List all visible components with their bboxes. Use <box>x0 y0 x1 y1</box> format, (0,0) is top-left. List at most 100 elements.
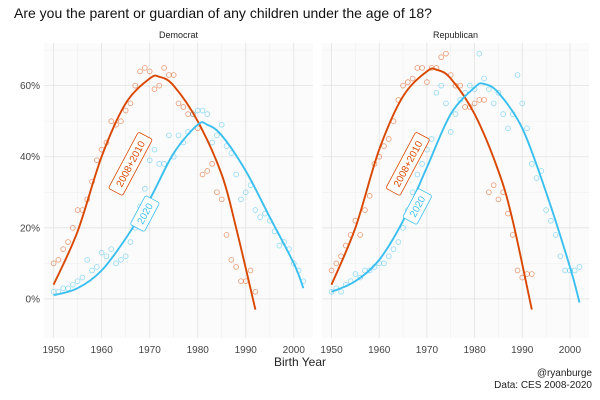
label-box <box>130 195 160 232</box>
y-tick-label: 40% <box>20 152 40 163</box>
data-point <box>156 82 163 89</box>
data-point <box>362 207 368 213</box>
data-point <box>146 157 153 164</box>
data-point <box>452 111 459 117</box>
data-point <box>481 75 487 82</box>
label-box <box>402 188 432 225</box>
data-point <box>214 132 220 139</box>
data-point <box>132 82 139 89</box>
data-point <box>166 132 172 139</box>
data-point <box>424 79 430 85</box>
data-point <box>151 146 158 153</box>
data-point <box>233 264 239 270</box>
data-point <box>127 100 134 107</box>
data-point <box>486 86 492 93</box>
data-point <box>390 246 397 252</box>
data-point <box>204 111 211 117</box>
data-point <box>233 171 239 178</box>
data-point <box>127 239 134 245</box>
data-point <box>400 82 406 89</box>
data-source: Data: CES 2008-2020 <box>494 380 592 391</box>
data-point <box>108 118 115 124</box>
data-point <box>50 260 57 267</box>
data-point <box>576 264 583 270</box>
data-point <box>170 72 177 78</box>
data-point <box>94 157 100 164</box>
x-tick-label: 1960 <box>368 345 391 356</box>
data-point <box>118 118 124 124</box>
data-point <box>505 125 511 132</box>
data-point <box>438 54 444 61</box>
data-point <box>548 217 554 224</box>
data-point <box>490 100 497 107</box>
x-tick-label: 1980 <box>187 345 210 356</box>
data-point <box>247 267 254 274</box>
data-point <box>252 207 259 213</box>
smooth-line <box>331 82 581 303</box>
data-point <box>443 100 449 107</box>
x-tick-label: 1970 <box>416 345 439 356</box>
data-point <box>481 97 487 103</box>
data-point <box>142 65 148 71</box>
data-point <box>443 50 449 57</box>
facet-label: Democrat <box>159 30 199 40</box>
data-point <box>175 100 182 107</box>
data-point <box>571 267 578 274</box>
smooth-line <box>53 121 305 297</box>
series-2008-2010 <box>50 65 259 295</box>
panel-background <box>322 43 589 338</box>
data-point <box>142 185 148 192</box>
x-tick-label: 1990 <box>511 345 534 356</box>
x-tick-label: 1950 <box>320 345 343 356</box>
data-point <box>70 225 76 231</box>
label-box <box>108 132 153 196</box>
data-point <box>366 267 373 274</box>
data-point <box>357 274 363 281</box>
data-point <box>204 168 211 174</box>
data-point <box>209 161 215 167</box>
data-point <box>447 129 454 135</box>
data-point <box>467 82 473 89</box>
data-point <box>89 267 95 274</box>
data-point <box>146 68 153 75</box>
panel-background <box>44 43 313 338</box>
data-point <box>433 89 440 96</box>
data-point <box>113 260 119 267</box>
data-point <box>103 253 110 260</box>
data-point <box>352 271 359 277</box>
data-point <box>514 72 521 78</box>
data-point <box>552 232 559 238</box>
data-point <box>290 260 297 267</box>
data-point <box>395 239 402 245</box>
data-point <box>276 242 283 249</box>
smooth-line <box>52 74 257 310</box>
data-point <box>70 281 76 288</box>
data-point <box>218 196 225 203</box>
y-tick-label: 60% <box>20 81 40 92</box>
data-point <box>180 104 187 110</box>
data-point <box>419 161 425 167</box>
data-point <box>490 182 497 188</box>
data-point <box>438 82 444 89</box>
data-point <box>543 207 549 213</box>
data-point <box>500 111 506 117</box>
data-point <box>118 257 124 263</box>
data-point <box>151 86 158 93</box>
data-point <box>79 274 86 281</box>
data-point <box>238 196 244 203</box>
data-point <box>333 260 340 267</box>
data-point <box>524 125 530 132</box>
label-box <box>386 132 430 196</box>
data-point <box>242 189 249 196</box>
data-point <box>209 139 215 146</box>
data-point <box>419 65 425 71</box>
data-point <box>161 161 167 167</box>
data-point <box>94 264 100 270</box>
data-point <box>84 257 91 263</box>
x-axis-label: Birth Year <box>273 355 327 369</box>
data-point <box>409 75 416 82</box>
data-point <box>528 271 535 277</box>
data-point <box>55 257 62 263</box>
